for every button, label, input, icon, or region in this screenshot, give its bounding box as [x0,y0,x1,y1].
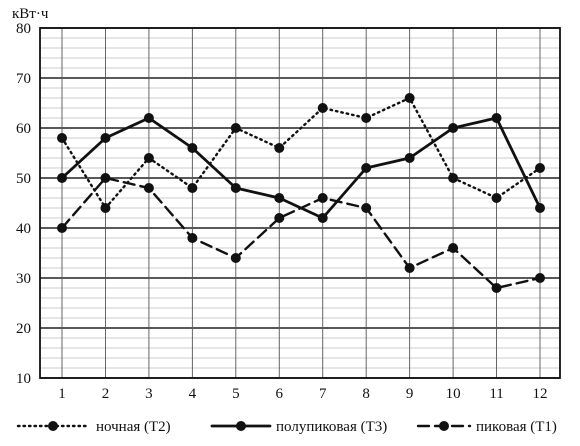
data-point [404,93,415,103]
x-tick-label: 2 [102,386,110,402]
plot-frame [39,27,561,379]
data-point [317,213,328,223]
legend-label: полупиковая (Т3) [276,419,387,435]
data-point [143,183,154,193]
series-dashed [57,173,545,293]
y-tick-label: 70 [16,71,31,87]
data-point [448,243,459,253]
x-tick-label: 8 [362,386,370,402]
data-point [100,133,111,143]
data-point [230,253,241,263]
x-tick-label: 11 [489,386,503,402]
x-tick-label: 7 [319,386,327,402]
legend-item: полупиковая (Т3) [210,419,387,435]
data-point [491,193,502,203]
legend-item: пиковая (Т1) [416,419,557,435]
data-point [361,203,372,213]
series-line [60,176,542,290]
data-point [491,283,502,293]
y-tick-label: 80 [16,21,31,37]
data-point [274,143,285,153]
legend-item: ночная (Т2) [16,419,171,435]
grid [39,27,561,379]
data-point [143,153,154,163]
data-point [535,273,545,283]
data-point [57,223,67,233]
data-point [274,213,285,223]
data-point [317,103,328,113]
y-tick-label: 20 [16,321,31,337]
data-point [57,173,67,183]
x-tick-labels: 1 2 3 4 5 6 7 8 9 10 11 12 [58,386,547,402]
y-tick-label: 40 [16,221,31,237]
y-axis-label: кВт·ч [12,6,49,22]
data-point [448,173,459,183]
data-point [404,153,415,163]
data-point [143,113,154,123]
data-point [274,193,285,203]
series-dotted [57,93,545,213]
x-tick-label: 4 [189,386,197,402]
data-point [448,123,459,133]
data-point [100,203,111,213]
data-point [491,113,502,123]
y-tick-label: 30 [16,271,31,287]
legend-marker [48,421,58,431]
data-point [361,163,372,173]
legend-label: пиковая (Т1) [476,419,557,435]
data-point [100,173,111,183]
series-group [57,93,545,293]
series-line [60,96,542,210]
y-tick-label: 60 [16,121,31,137]
x-tick-label: 5 [232,386,240,402]
data-point [230,183,241,193]
legend: ночная (Т2) полупиковая (Т3) пиковая (Т1) [16,419,557,435]
x-tick-label: 1 [58,386,66,402]
x-tick-label: 10 [446,386,461,402]
data-point [317,193,328,203]
data-point [187,183,198,193]
x-tick-label: 9 [406,386,414,402]
legend-marker [236,421,246,431]
data-point [187,143,198,153]
y-tick-labels: 10 20 30 40 50 60 70 80 [16,21,31,387]
y-tick-label: 10 [16,371,31,387]
data-point [535,163,545,173]
legend-marker [439,421,449,431]
x-tick-label: 3 [145,386,153,402]
data-point [361,113,372,123]
data-point [57,133,67,143]
data-point [187,233,198,243]
legend-label: ночная (Т2) [96,419,171,435]
data-point [230,123,241,133]
data-point [535,203,545,213]
data-point [404,263,415,273]
y-tick-label: 50 [16,171,31,187]
x-tick-label: 12 [533,386,548,402]
x-tick-label: 6 [276,386,284,402]
